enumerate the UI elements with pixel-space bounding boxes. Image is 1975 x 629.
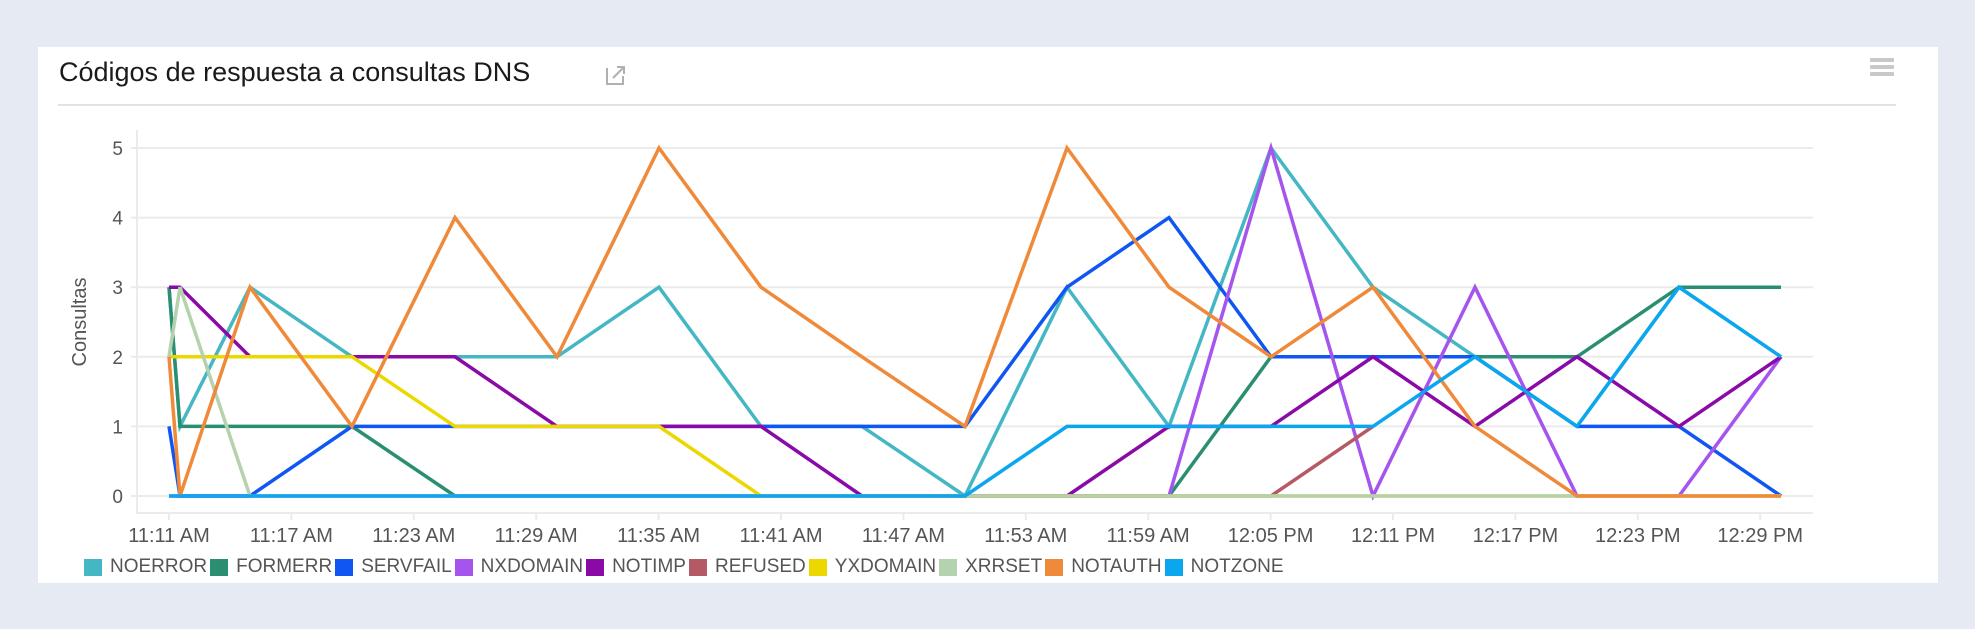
legend-swatch xyxy=(335,558,354,576)
y-tick-label: 3 xyxy=(112,278,123,299)
legend-item-nxdomain[interactable]: NXDOMAIN xyxy=(454,556,584,578)
series-line-noerror[interactable] xyxy=(167,144,1782,499)
x-tick-label: 12:29 PM xyxy=(1717,525,1803,547)
x-tick-label: 12:23 PM xyxy=(1595,525,1681,547)
legend-item-notimp[interactable]: NOTIMP xyxy=(586,556,686,578)
legend-item-yxdomain[interactable]: YXDOMAIN xyxy=(808,556,937,578)
x-tick-label: 11:35 AM xyxy=(617,525,700,547)
legend-label: REFUSED xyxy=(714,556,806,577)
y-tick-label: 1 xyxy=(112,417,123,438)
legend-swatch xyxy=(808,558,827,576)
x-tick-label: 11:41 AM xyxy=(739,525,822,547)
line-chart: 0 1 2 3 4 5 Consultas 11:11 AM 11:17 AM 11:23 AM 1… xyxy=(69,130,1813,547)
legend-label: FORMERR xyxy=(236,556,333,577)
series-line-notauth[interactable] xyxy=(167,144,1781,498)
menu-bar xyxy=(1870,58,1894,62)
legend-label: NOERROR xyxy=(110,556,208,577)
y-tick-label: 2 xyxy=(112,348,123,369)
legend-item-notzone[interactable]: NOTZONE xyxy=(1164,556,1284,578)
chart-legend: NOERROR FORMERR SERVFAIL NXDOMAIN NOTIMP REFU… xyxy=(84,556,1287,578)
legend-label: NOTZONE xyxy=(1190,556,1284,577)
header-divider xyxy=(58,104,1896,106)
panel-title: Códigos de respuesta a consultas DNS xyxy=(59,57,531,87)
menu-bar xyxy=(1870,72,1894,76)
legend-swatch xyxy=(84,558,102,576)
legend-item-noerror[interactable]: NOERROR xyxy=(84,556,207,578)
legend-item-refused[interactable]: REFUSED xyxy=(688,556,806,578)
legend-swatch xyxy=(1045,558,1064,576)
menu-bar xyxy=(1870,65,1894,69)
series-line-nxdomain[interactable] xyxy=(169,141,1783,501)
x-tick-label: 11:23 AM xyxy=(372,525,455,547)
legend-swatch xyxy=(586,558,605,576)
external-link-icon[interactable] xyxy=(604,63,628,87)
x-tick-label: 11:47 AM xyxy=(862,525,945,547)
legend-label: NOTAUTH xyxy=(1071,556,1162,577)
y-tick-label: 4 xyxy=(112,209,123,230)
x-tick-label: 12:17 PM xyxy=(1473,525,1559,547)
legend-swatch xyxy=(454,558,473,576)
legend-item-formerr[interactable]: FORMERR xyxy=(210,556,332,578)
x-tick-label: 11:17 AM xyxy=(250,525,333,547)
series-line-refused[interactable] xyxy=(965,424,1374,498)
x-tick-label: 11:59 AM xyxy=(1107,525,1190,547)
legend-item-servfail[interactable]: SERVFAIL xyxy=(335,556,452,578)
y-axis-label: Consultas xyxy=(69,278,91,367)
legend-label: SERVFAIL xyxy=(361,556,452,577)
y-tick-label: 5 xyxy=(112,139,123,160)
x-tick-label: 12:11 PM xyxy=(1351,525,1435,547)
series-line-notzone[interactable] xyxy=(169,284,1782,498)
x-tick-label: 11:29 AM xyxy=(495,525,578,547)
legend-swatch xyxy=(210,558,229,576)
hamburger-menu-icon[interactable] xyxy=(1870,58,1894,80)
legend-swatch xyxy=(1164,558,1183,576)
x-tick-label: 11:53 AM xyxy=(984,525,1067,547)
y-tick-label: 0 xyxy=(112,487,123,508)
legend-swatch xyxy=(688,558,707,576)
legend-swatch xyxy=(939,558,958,576)
legend-item-notauth[interactable]: NOTAUTH xyxy=(1045,556,1162,578)
x-tick-label: 11:11 AM xyxy=(128,525,210,547)
legend-label: NXDOMAIN xyxy=(480,556,584,577)
series-line-formerr[interactable] xyxy=(167,285,1781,498)
legend-item-xrrset[interactable]: XRRSET xyxy=(939,556,1042,578)
legend-label: YXDOMAIN xyxy=(834,556,937,577)
x-tick-label: 12:05 PM xyxy=(1228,525,1314,547)
legend-label: XRRSET xyxy=(965,556,1043,577)
legend-label: NOTIMP xyxy=(612,556,686,577)
